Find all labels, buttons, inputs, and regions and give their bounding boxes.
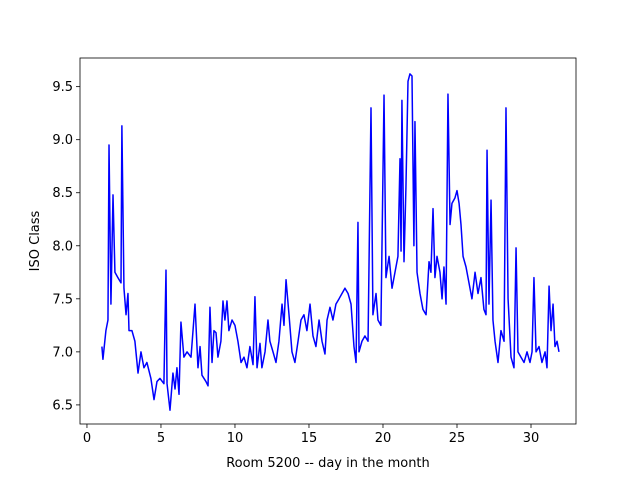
x-tick-label: 20 (375, 431, 392, 446)
y-tick-label: 8.5 (52, 186, 73, 201)
data-line (101, 73, 560, 411)
x-tick-label: 5 (157, 431, 165, 446)
y-tick-label: 9.0 (52, 133, 73, 148)
x-tick-label: 30 (523, 431, 540, 446)
x-tick-label: 10 (227, 431, 244, 446)
axes-frame (79, 57, 577, 425)
y-tick-label: 6.5 (52, 398, 73, 413)
x-tick-label: 0 (83, 431, 91, 446)
y-tick-label: 8.0 (52, 239, 73, 254)
y-tick-label: 7.0 (52, 345, 73, 360)
x-axis-label: Room 5200 -- day in the month (226, 456, 430, 471)
y-axis-label: ISO Class (28, 210, 43, 271)
x-tick-label: 15 (301, 431, 318, 446)
y-tick-label: 9.5 (52, 80, 73, 95)
y-tick-label: 7.5 (52, 292, 73, 307)
x-tick-label: 25 (449, 431, 466, 446)
